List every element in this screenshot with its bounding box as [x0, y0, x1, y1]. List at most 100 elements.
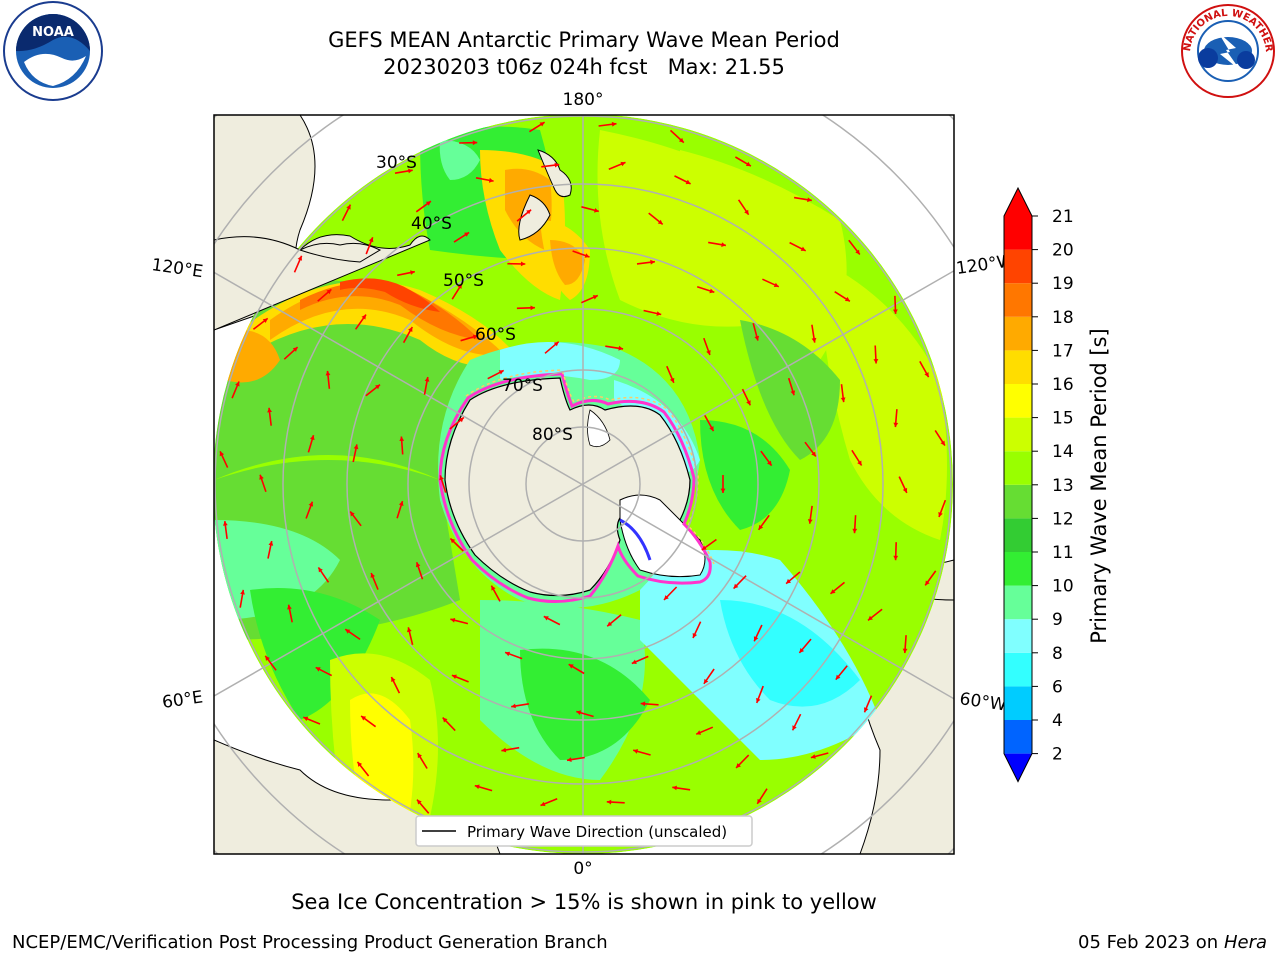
wave-arrow-head [855, 249, 860, 255]
wave-arrow-head [893, 422, 899, 428]
wave-arrow-head [746, 400, 751, 406]
wave-arrow-head [259, 474, 264, 480]
wave-arrow-head [786, 578, 791, 584]
wave-arrow-head [692, 633, 698, 638]
wave-arrow-head [417, 753, 422, 759]
wave-arrow-head [650, 259, 655, 265]
latitude-labels: 30°S 40°S 50°S 60°S 70°S 80°S [376, 153, 573, 445]
colorbar-block [1004, 518, 1032, 552]
wave-arrow-head [554, 162, 560, 168]
graticule [214, 115, 954, 854]
legend-label: Primary Wave Direction (unscaled) [467, 823, 727, 841]
wave-arrow-head [696, 730, 702, 735]
colorbar-tick-label: 11 [1052, 543, 1074, 563]
wave-arrow-head [664, 595, 669, 600]
wave-arrow-head [924, 372, 929, 378]
wave-arrow-head [864, 707, 869, 713]
wave-arrow-head [706, 350, 711, 355]
wave-arrow-head [240, 589, 245, 595]
colorbar-block [1004, 552, 1032, 586]
colorbar-block [1004, 283, 1032, 317]
wave-arrow-head [505, 651, 511, 657]
wave-arrow-head [235, 381, 240, 387]
wave-arrow-head [745, 161, 751, 167]
wave-arrow-head [498, 370, 504, 375]
wave-arrow-head [472, 140, 478, 146]
wave-arrow-head [756, 697, 761, 703]
colorbar-min-extension [1004, 753, 1032, 782]
wave-arrow-head [357, 761, 363, 767]
wave-arrow-head [567, 757, 572, 762]
wave-arrow-head [415, 562, 421, 568]
wave-arrow-head [451, 674, 457, 679]
colorbar-block [1004, 652, 1032, 687]
colorbar-tick-label: 13 [1052, 476, 1074, 496]
colorbar-block [1004, 720, 1032, 754]
wave-arrow-head [310, 435, 315, 441]
wave-arrow-head [640, 701, 646, 707]
colorbar-label: Primary Wave Mean Period [s] [1087, 328, 1111, 644]
wave-arrow-head [458, 417, 464, 423]
wave-arrow-head [799, 648, 805, 653]
map-legend: Primary Wave Direction (unscaled) [415, 815, 753, 847]
wave-arrow-head [325, 370, 331, 376]
colorbar-max-extension [1004, 188, 1032, 216]
wave-arrow-head [361, 716, 367, 721]
nws-logo: NATIONAL WEATHER SERVICE [1178, 2, 1275, 98]
wave-arrow-head [410, 270, 415, 275]
wave-arrow-head [540, 801, 546, 807]
wave-arrow-head [703, 678, 709, 684]
wave-arrow-head [268, 541, 274, 546]
wave-arrow-head [721, 242, 726, 247]
wave-arrow-head [315, 667, 321, 672]
wave-arrow-head [318, 567, 323, 573]
wave-arrow-head [345, 629, 351, 634]
lat-label-50s: 50°S [443, 271, 484, 291]
wave-arrow-head [439, 475, 444, 481]
wave-arrow-head [265, 655, 270, 661]
wave-arrow-head [408, 327, 413, 332]
wave-arrow-head [709, 288, 715, 294]
wave-arrow-head [262, 318, 268, 323]
colorbar-block [1004, 249, 1032, 284]
wave-arrow-head [656, 311, 662, 316]
wave-arrow-head [790, 390, 796, 396]
wave-arrow-head [736, 763, 741, 768]
colorbar-block [1004, 451, 1032, 485]
wave-arrow-head [308, 501, 314, 507]
wave-arrow-head [267, 407, 272, 413]
wave-arrow-head [474, 784, 480, 790]
lat-label-30s: 30°S [376, 153, 417, 173]
wave-arrow-head [368, 237, 374, 243]
colorbar-tick-label: 17 [1052, 341, 1074, 361]
wave-arrow-head [511, 703, 516, 709]
wave-arrow-head [350, 511, 355, 517]
lon-label-0: 0° [573, 859, 592, 879]
wave-arrow-head [811, 451, 816, 457]
colorbar-tick-label: 21 [1052, 207, 1074, 227]
wave-arrow-head [857, 460, 862, 466]
colorbar-tick-label: 20 [1052, 241, 1074, 261]
lat-label-60s: 60°S [475, 325, 516, 345]
wave-arrow-head [701, 545, 707, 550]
wave-arrow-head [594, 208, 599, 213]
wave-arrow-head [893, 555, 899, 561]
wave-arrow-head [773, 282, 779, 287]
colorbar-block [1004, 417, 1032, 452]
antarctica [444, 377, 706, 597]
wave-arrow-head [618, 345, 624, 351]
wave-arrow-head [292, 347, 298, 352]
wave-arrow-head [584, 253, 590, 258]
wave-arrow-head [464, 232, 470, 237]
wave-arrow-head [757, 798, 762, 804]
wave-arrow-head [873, 359, 879, 364]
lat-label-80s: 80°S [532, 425, 573, 445]
wave-arrow-head [631, 659, 637, 664]
wave-arrow-head [633, 749, 639, 754]
australia [214, 234, 431, 331]
wave-arrow-head [370, 573, 376, 578]
lat-label-70s: 70°S [502, 376, 543, 396]
colorbar-block [1004, 585, 1032, 620]
wave-arrow-head [720, 488, 726, 493]
